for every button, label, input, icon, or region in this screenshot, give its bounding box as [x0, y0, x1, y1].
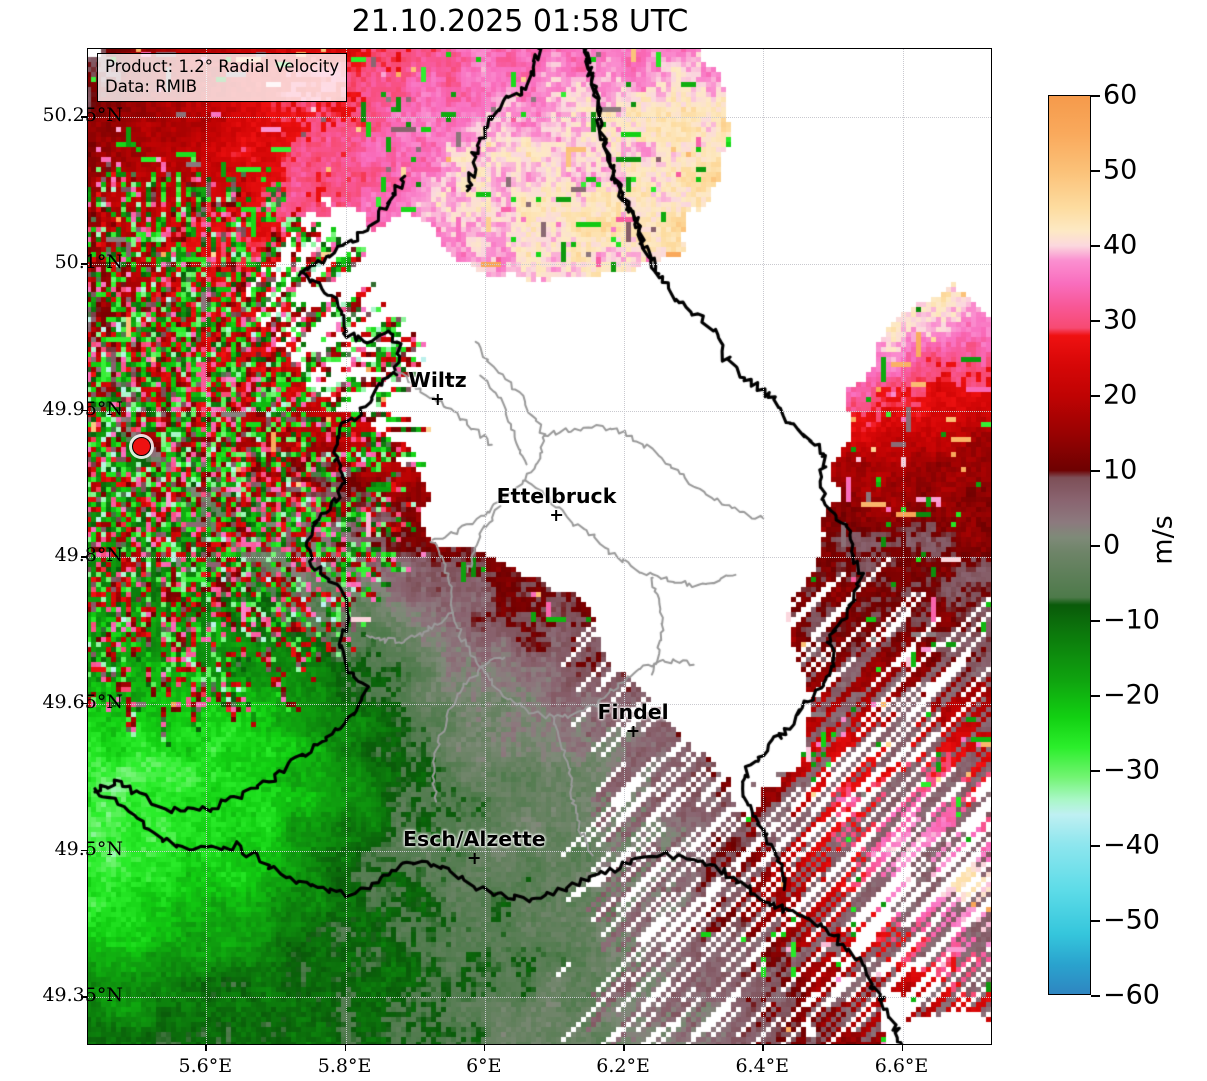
radar-velocity-field	[88, 49, 991, 1044]
y-axis-tick-label: 49.65°N	[42, 690, 123, 713]
x-axis-tick-label: 6.6°E	[874, 1055, 929, 1077]
colorbar-tick-mark	[1091, 920, 1100, 922]
colorbar-tick-label: 50	[1103, 154, 1138, 186]
colorbar-gradient	[1049, 96, 1090, 994]
x-axis-tick-mark	[344, 1045, 347, 1051]
city-label-ettelbruck: Ettelbruck	[496, 484, 617, 522]
info-product-line: Product: 1.2° Radial Velocity	[105, 57, 340, 76]
city-label-wiltz: Wiltz	[408, 368, 467, 406]
city-name-text: Esch/Alzette	[403, 827, 546, 852]
radar-plot-panel: Wiltz Ettelbruck Findel Esch/Alzette Produc…	[87, 48, 992, 1045]
colorbar-tick-mark	[1091, 995, 1100, 997]
city-name-text: Wiltz	[408, 368, 467, 393]
colorbar-tick-label: −40	[1103, 829, 1160, 861]
city-cross-icon	[403, 851, 546, 865]
y-axis-tick-label: 49.35°N	[42, 984, 123, 1007]
colorbar-tick-mark	[1091, 245, 1100, 247]
x-axis-tick-mark	[483, 1045, 486, 1051]
colorbar-tick-label: −60	[1103, 979, 1160, 1011]
page-title: 21.10.2025 01:58 UTC	[351, 4, 689, 39]
y-axis-tick-mark	[81, 409, 87, 412]
x-axis-tick-label: 6.2°E	[596, 1055, 650, 1077]
colorbar-tick-mark	[1091, 770, 1100, 772]
colorbar-tick-label: −10	[1103, 604, 1160, 636]
colorbar-tick-label: 20	[1103, 379, 1138, 411]
colorbar-tick-mark	[1091, 170, 1100, 172]
x-axis-tick-label: 5.8°E	[317, 1055, 372, 1077]
city-cross-icon	[597, 724, 668, 738]
info-data-line: Data: RMIB	[105, 77, 198, 97]
colorbar-tick-label: 10	[1103, 454, 1138, 486]
colorbar-unit-label: m/s	[1147, 515, 1179, 565]
city-cross-icon	[408, 392, 466, 406]
colorbar-tick-mark	[1091, 545, 1100, 547]
city-name-text: Ettelbruck	[496, 484, 617, 509]
y-axis-tick-mark	[81, 263, 87, 265]
colorbar-tick-label: 60	[1103, 79, 1138, 111]
city-label-findel: Findel	[597, 700, 669, 738]
colorbar-tick-label: 40	[1103, 229, 1138, 261]
y-axis-tick-label: 49.95°N	[42, 397, 123, 420]
colorbar	[1048, 95, 1091, 995]
colorbar-tick-mark	[1091, 320, 1100, 322]
colorbar-tick-label: 30	[1103, 304, 1138, 336]
x-axis-tick-mark	[762, 1045, 764, 1051]
colorbar-tick-label: −20	[1103, 679, 1160, 711]
colorbar-tick-mark	[1091, 845, 1100, 847]
x-axis-tick-mark	[205, 1045, 207, 1051]
x-axis-tick-label: 5.6°E	[178, 1055, 233, 1077]
radar-site-marker	[132, 437, 152, 457]
product-info-box: Product: 1.2° Radial Velocity Data: RMIB	[97, 53, 348, 103]
colorbar-tick-label: 0	[1103, 529, 1121, 561]
colorbar-tick-mark	[1091, 470, 1100, 472]
y-axis-tick-label: 50.25°N	[42, 104, 123, 127]
y-axis-tick-mark	[81, 849, 87, 851]
y-axis-tick-mark	[81, 116, 87, 118]
city-name-text: Findel	[597, 700, 669, 725]
colorbar-tick-mark	[1091, 695, 1100, 697]
x-axis-tick-label: 6.4°E	[735, 1055, 790, 1077]
colorbar-tick-label: −30	[1103, 754, 1160, 786]
colorbar-tick-mark	[1091, 620, 1100, 622]
y-axis-tick-label: 49.5°N	[54, 837, 123, 860]
colorbar-tick-mark	[1091, 395, 1100, 397]
y-axis-tick-label: 49.8°N	[54, 544, 123, 567]
colorbar-tick-mark	[1091, 95, 1100, 97]
x-axis-tick-mark	[901, 1045, 903, 1051]
y-axis-tick-mark	[81, 702, 87, 705]
x-axis-tick-mark	[623, 1045, 625, 1051]
y-axis-tick-mark	[81, 556, 87, 558]
y-axis-tick-mark	[81, 996, 87, 998]
y-axis-tick-label: 50.1°N	[54, 251, 123, 274]
radar-field-container	[88, 49, 991, 1044]
city-cross-icon	[497, 508, 617, 522]
city-label-esch-alzette: Esch/Alzette	[403, 827, 546, 865]
x-axis-tick-label: 6°E	[466, 1055, 502, 1077]
colorbar-tick-label: −50	[1103, 904, 1160, 936]
